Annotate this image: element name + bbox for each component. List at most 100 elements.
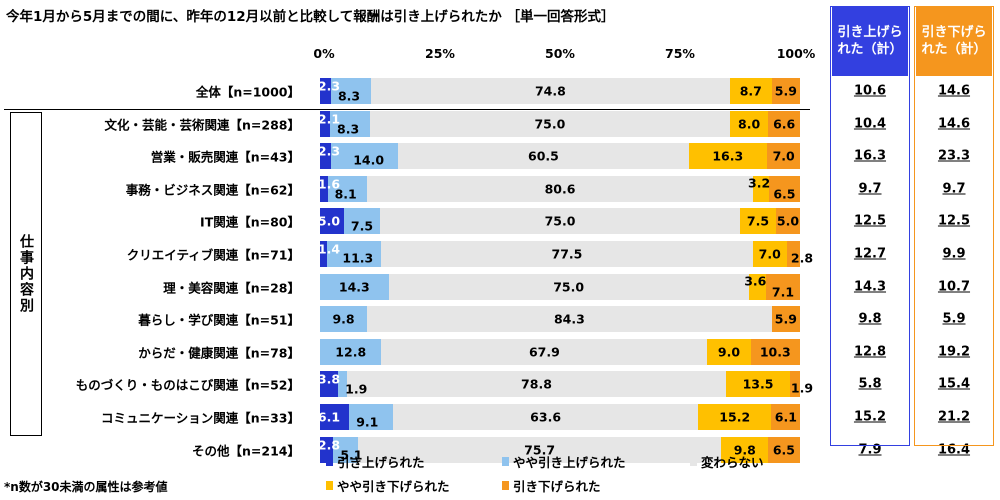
x-tick-label: 25%: [425, 46, 455, 61]
summary-value-down: 9.9: [942, 246, 966, 262]
data-label-unchanged: 75.0: [553, 279, 585, 295]
bar-segment-slightly-raised: [331, 143, 399, 170]
category-label: クリエイティブ関連【n=71】: [126, 247, 300, 263]
data-label-unchanged: 63.6: [530, 409, 562, 425]
stacked-bar: [320, 371, 800, 398]
group-label: 仕事内容別: [18, 234, 34, 314]
data-label-raised: 2.1: [317, 111, 341, 127]
bar-segment-raised: [320, 78, 332, 104]
category-label: 文化・芸能・芸術関連【n=288】: [104, 117, 300, 133]
bar-segment-unchanged: [357, 436, 722, 463]
data-label-slightly-raised: 1.9: [345, 381, 368, 397]
data-label-lowered: 6.5: [772, 442, 795, 458]
bar-segment-raised: [320, 208, 344, 235]
data-label-raised: 1.4: [317, 241, 341, 257]
data-label-unchanged: 75.0: [534, 116, 566, 132]
bar-segment-slightly-lowered: [740, 208, 776, 235]
bar-segment-unchanged: [370, 78, 730, 104]
summary-value-down: 23.3: [937, 148, 971, 164]
legend-swatch: [690, 457, 697, 466]
bar-segment-unchanged: [369, 110, 730, 137]
bar-segment-lowered: [771, 306, 800, 333]
category-label: 全体【n=1000】: [195, 84, 300, 100]
data-label-lowered: 10.3: [759, 344, 791, 360]
data-label-slightly-raised: 9.8: [332, 311, 355, 327]
bar-segment-slightly-lowered: [721, 436, 769, 463]
bar-segment-lowered: [768, 175, 800, 202]
stacked-bar: [320, 241, 800, 267]
category-label: 営業・販売関連【n=43】: [150, 149, 300, 165]
bar-segment-slightly-raised: [327, 175, 367, 202]
data-label-slightly-lowered: 9.0: [717, 344, 741, 360]
category-label: 事務・ビジネス関連【n=62】: [125, 182, 300, 198]
category-label: その他【n=214】: [192, 443, 300, 459]
bar-segment-lowered: [776, 208, 800, 235]
category-label: 理・美容関連【n=28】: [163, 280, 300, 296]
bar-segment-slightly-raised: [333, 436, 358, 463]
data-label-raised: 5.0: [317, 213, 341, 229]
data-label-slightly-raised: 5.1: [340, 447, 363, 463]
legend-label: やや引き上げられた: [513, 455, 626, 470]
x-tick-label: 75%: [665, 46, 695, 61]
data-label-slightly-lowered: 3.6: [744, 273, 767, 289]
bar-segment-slightly-lowered: [753, 175, 769, 202]
bar-segment-slightly-lowered: [748, 273, 766, 300]
bar-segment-lowered: [768, 436, 800, 463]
summary-column-up: [830, 6, 910, 446]
bar-segment-lowered: [766, 143, 801, 170]
data-label-raised: 2.8: [317, 437, 341, 453]
data-label-unchanged: 74.8: [534, 83, 566, 99]
bar-segment-unchanged: [367, 306, 772, 333]
bar-segment-slightly-raised: [331, 78, 371, 104]
bar-segment-slightly-raised: [349, 404, 393, 430]
bar-segment-lowered: [768, 110, 800, 137]
data-label-unchanged: 78.8: [521, 376, 552, 392]
bar-segment-lowered: [771, 78, 800, 104]
data-label-lowered: 6.6: [773, 116, 796, 132]
data-label-slightly-raised: 14.3: [338, 279, 370, 295]
bar-segment-slightly-raised: [326, 241, 381, 267]
data-label-lowered: 7.1: [771, 284, 795, 300]
stacked-bar: [320, 436, 800, 463]
legend-item-unchanged: 変わらない: [690, 452, 764, 471]
bar-segment-unchanged: [380, 241, 753, 267]
group-label-box: 仕事内容別: [10, 112, 42, 436]
summary-value-up: 10.4: [853, 116, 887, 132]
data-label-unchanged: 60.5: [528, 148, 559, 164]
category-label: 暮らし・学び関連【n=51】: [138, 312, 300, 328]
stacked-bar: [320, 110, 800, 137]
footnote: *n数が30未満の属性は参考値: [4, 480, 168, 494]
summary-value-down: 10.7: [937, 279, 971, 295]
data-label-slightly-lowered: 3.2: [748, 175, 771, 191]
bar-segment-slightly-lowered: [752, 241, 787, 267]
summary-value-down: 5.9: [942, 311, 966, 327]
legend-swatch: [326, 481, 333, 490]
legend-item-lowered: 引き下げられた: [502, 476, 601, 495]
bar-segment-raised: [320, 404, 350, 430]
summary-value-up: 15.2: [853, 409, 887, 425]
summary-value-up: 10.6: [853, 83, 887, 99]
data-label-unchanged: 67.9: [528, 344, 560, 360]
bar-segment-raised: [320, 143, 332, 170]
bar-segment-slightly-lowered: [688, 143, 767, 170]
data-label-lowered: 5.9: [774, 311, 797, 327]
legend-item-slightly-lowered: やや引き下げられた: [326, 476, 450, 495]
bar-segment-unchanged: [347, 371, 726, 398]
summary-header-down: 引き下げられた（計）: [916, 6, 992, 76]
data-label-unchanged: 75.7: [524, 442, 556, 458]
legend-swatch: [326, 457, 333, 466]
data-label-slightly-lowered: 7.5: [746, 213, 770, 229]
summary-value-down: 19.2: [937, 344, 971, 360]
stacked-bar: [320, 306, 800, 333]
summary-value-up: 14.3: [853, 279, 887, 295]
data-label-raised: 2.3: [317, 78, 341, 94]
category-label: からだ・健康関連【n=78】: [138, 345, 300, 361]
data-label-slightly-lowered: 9.8: [733, 442, 756, 458]
bar-segment-slightly-lowered: [698, 404, 772, 430]
data-label-raised: 1.6: [317, 176, 341, 192]
data-label-slightly-lowered: 8.0: [738, 116, 761, 132]
bar-segment-unchanged: [381, 338, 708, 365]
summary-value-down: 9.7: [942, 181, 966, 197]
data-label-lowered: 5.0: [776, 213, 800, 229]
bar-segment-slightly-raised: [320, 338, 382, 365]
